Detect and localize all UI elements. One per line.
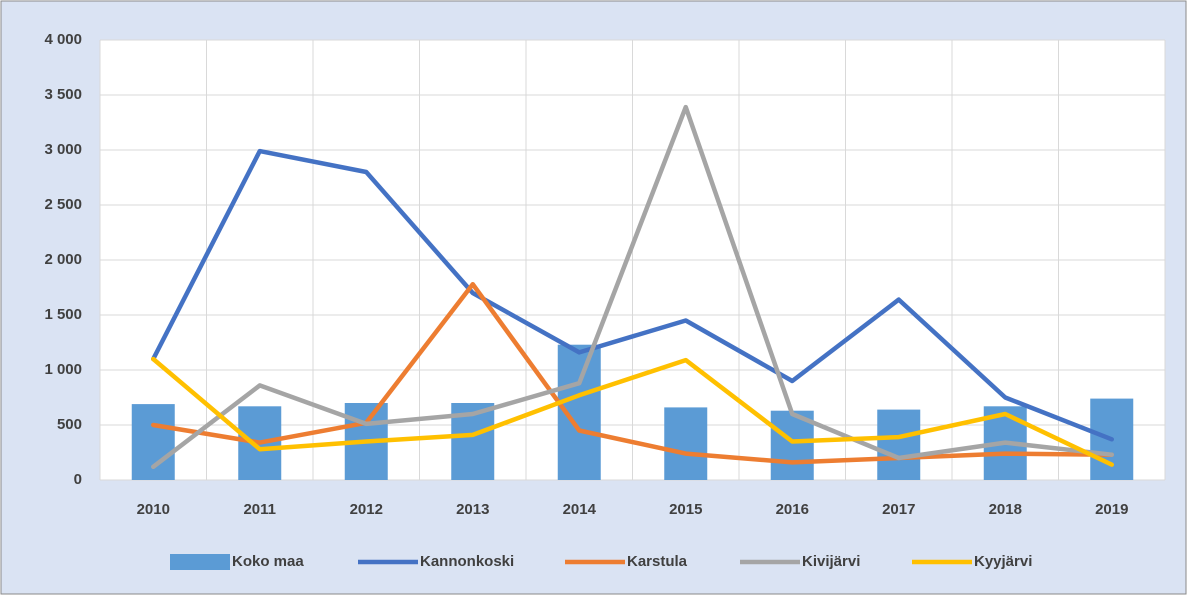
legend-label: Kyyjärvi — [974, 553, 1032, 570]
bar — [877, 409, 921, 480]
x-tick-label: 2011 — [243, 501, 276, 518]
x-tick-label: 2014 — [563, 501, 597, 518]
x-tick-label: 2018 — [989, 501, 1022, 518]
y-tick-label: 0 — [74, 471, 82, 488]
y-tick-label: 500 — [57, 416, 82, 433]
bar — [664, 407, 708, 480]
line — [151, 148, 1114, 442]
y-tick-label: 1 500 — [44, 306, 82, 323]
legend-swatch — [170, 554, 230, 570]
x-tick-label: 2012 — [350, 501, 383, 518]
line — [151, 356, 1114, 467]
legend-label: Koko maa — [232, 553, 304, 570]
x-tick-label: 2010 — [137, 501, 170, 518]
y-tick-label: 3 500 — [44, 86, 82, 103]
x-tick-label: 2013 — [456, 501, 489, 518]
x-tick-label: 2019 — [1095, 501, 1128, 518]
x-tick-label: 2015 — [669, 501, 702, 518]
x-tick-label: 2017 — [882, 501, 915, 518]
x-tick-label: 2016 — [776, 501, 809, 518]
y-tick-label: 3 000 — [44, 141, 82, 158]
legend-label: Karstula — [627, 553, 688, 570]
legend-label: Kivijärvi — [802, 553, 860, 570]
y-tick-label: 2 000 — [44, 251, 82, 268]
line — [151, 104, 1114, 470]
y-tick-label: 1 000 — [44, 361, 82, 378]
y-tick-label: 4 000 — [44, 31, 82, 48]
line — [151, 281, 1114, 465]
y-tick-label: 2 500 — [44, 196, 82, 213]
legend-label: Kannonkoski — [420, 553, 514, 570]
